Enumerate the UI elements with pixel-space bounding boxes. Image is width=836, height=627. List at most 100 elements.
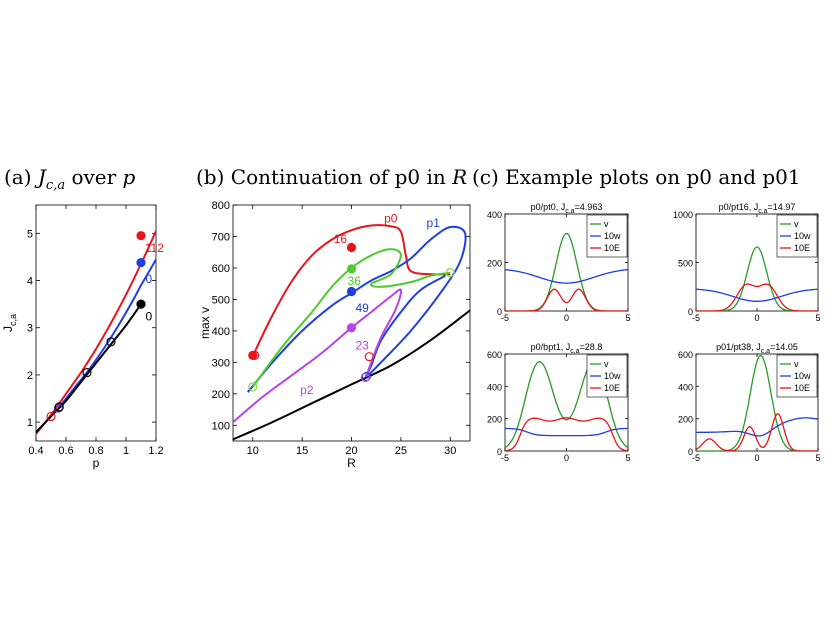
point-marker-open: [361, 371, 371, 382]
point-marker-filled: [136, 257, 146, 268]
y-tick-label: 0: [688, 307, 693, 317]
y-tick-label: 4: [27, 276, 33, 288]
series-line-1: [57, 257, 156, 409]
y-tick-label: 600: [212, 263, 230, 275]
y-tick-label: 400: [487, 210, 502, 220]
point-marker-open: [54, 402, 64, 412]
legend-label: v: [604, 219, 609, 229]
point-marker-open: [250, 350, 260, 361]
x-tick-label: 1.2: [148, 445, 163, 457]
y-tick-label: 500: [678, 259, 693, 269]
curve-label: 0: [146, 272, 153, 286]
y-tick-label: 2: [27, 370, 33, 382]
curve-label: p1: [427, 216, 441, 230]
series-line-4: [233, 288, 403, 423]
subplot-title: p0/pt0, Jc,a=4.963: [531, 202, 603, 215]
x-tick-label: 0: [564, 453, 569, 463]
curve-label: 112: [145, 241, 164, 255]
panel-a-title: (a) Jc,a over p: [4, 165, 136, 193]
subplot-title: p01/pt38, Jc,a=14.05: [716, 342, 798, 355]
curve-label: 23: [355, 339, 369, 353]
legend-label: 10w: [794, 231, 811, 241]
y-axis-label: Jc,a: [1, 314, 18, 332]
y-tick-label: 800: [212, 200, 230, 212]
y-tick-label: 100: [212, 420, 230, 432]
y-tick-label: 300: [212, 357, 230, 369]
series-line-2: [36, 303, 142, 434]
x-tick-label: 0: [564, 313, 569, 323]
panel-c-title: (c) Example plots on p0 and p01: [472, 165, 801, 189]
point-marker-open: [46, 411, 56, 422]
y-tick-label: 1000: [673, 210, 693, 220]
y-tick-label: 0: [497, 447, 502, 457]
curve-label: p2: [300, 383, 314, 397]
legend-label: 10E: [604, 243, 620, 253]
y-tick-label: 400: [487, 382, 502, 392]
y-tick-label: 200: [487, 415, 502, 425]
y-tick-label: 1: [27, 417, 33, 429]
y-tick-label: 400: [678, 382, 693, 392]
y-tick-label: 0: [688, 447, 693, 457]
x-tick-label: -5: [692, 453, 700, 463]
x-tick-label: 25: [395, 445, 407, 457]
x-tick-label: 15: [296, 445, 308, 457]
legend-label: 10E: [794, 243, 810, 253]
y-tick-label: 200: [487, 259, 502, 269]
legend-label: v: [794, 359, 799, 369]
curve-label: p0: [384, 211, 398, 225]
x-axis-label: p: [93, 456, 100, 470]
subplot-title: p0/pt16, Jc,a=14.97: [719, 202, 796, 215]
x-tick-label: -5: [501, 453, 509, 463]
series-line-0: [233, 309, 470, 441]
legend-label: v: [604, 359, 609, 369]
y-axis-label: max v: [198, 307, 212, 339]
point-marker-filled: [346, 242, 357, 253]
point-marker-open: [364, 352, 374, 362]
point-marker-filled: [136, 231, 146, 241]
y-tick-label: 200: [212, 389, 230, 401]
x-tick-label: -5: [692, 313, 700, 323]
curve-label: 49: [355, 301, 369, 315]
curve-label: 16: [334, 232, 348, 246]
x-tick-label: 5: [815, 313, 820, 323]
x-tick-label: 1: [123, 445, 129, 457]
series-line-10E: [505, 288, 628, 311]
chart-a: 0.4 0.6 0.8 1 1.2 1 2 3 4 5 p Jc,a 112 0 0: [1, 204, 164, 470]
series-line-10E: [696, 413, 818, 451]
series-line-3: [251, 248, 451, 388]
point-marker-open: [82, 367, 92, 378]
legend-label: 10w: [794, 371, 811, 381]
point-marker-open: [53, 403, 64, 413]
y-tick-label: 600: [487, 350, 502, 360]
x-tick-label: 0: [754, 313, 759, 323]
y-tick-label: 0: [497, 307, 502, 317]
y-tick-label: 200: [678, 415, 693, 425]
series-line-10w: [505, 269, 628, 284]
series-line-v: [505, 361, 628, 449]
series-line-10w: [696, 417, 818, 437]
y-tick-label: 500: [212, 294, 230, 306]
series-line-10E: [505, 417, 628, 451]
x-tick-label: 5: [815, 453, 820, 463]
point-marker-filled: [136, 299, 146, 309]
y-tick-label: 400: [212, 326, 230, 338]
point-marker-open: [106, 337, 116, 347]
point-marker-open: [360, 372, 370, 383]
subplot-title: p0/bpt1, Jc,a=28.8: [531, 342, 603, 355]
x-tick-label: 10: [247, 445, 259, 457]
series-line-10E: [696, 283, 818, 311]
point-marker-filled: [346, 286, 357, 297]
legend-box: [776, 354, 818, 398]
y-tick-label: 5: [27, 228, 33, 240]
x-tick-label: -5: [501, 313, 509, 323]
point-marker-open: [248, 382, 258, 392]
legend-label: 10E: [794, 383, 810, 393]
x-tick-label: 20: [345, 445, 357, 457]
